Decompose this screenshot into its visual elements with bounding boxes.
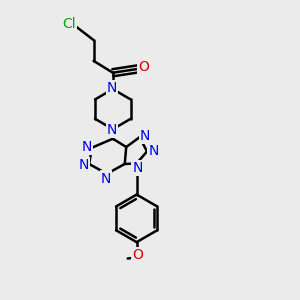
Text: N: N [140,129,150,143]
Text: N: N [79,158,89,172]
Text: N: N [148,145,159,158]
Text: N: N [101,172,111,185]
Text: N: N [107,81,117,95]
Text: N: N [107,123,117,137]
Text: Cl: Cl [62,17,76,31]
Text: N: N [82,140,92,154]
Text: O: O [132,248,143,262]
Text: N: N [132,161,143,175]
Text: O: O [138,60,149,74]
